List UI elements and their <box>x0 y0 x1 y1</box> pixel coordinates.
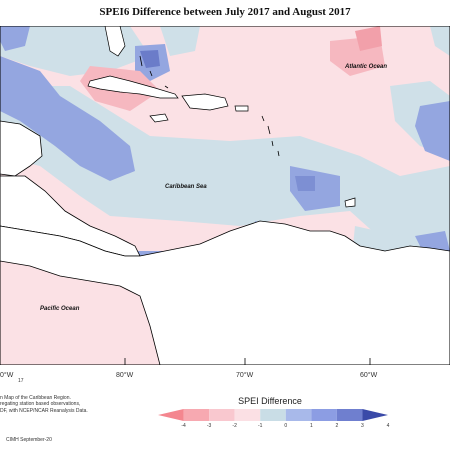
field-blue-gulf <box>0 56 135 181</box>
legend-tick-label: 1 <box>309 423 313 429</box>
note-line: DF, with NCEP/NCAR Reanalysis Data. <box>0 407 88 414</box>
label-atlantic-ocean: Atlantic Ocean <box>345 64 388 70</box>
field-blue-nw <box>0 26 30 51</box>
colorbar-segment <box>362 409 388 421</box>
legend-tick-label: 4 <box>386 423 390 429</box>
colorbar-segment <box>285 409 312 421</box>
map-panel: Atlantic Ocean Caribbean Sea Pacific Oce… <box>0 26 450 365</box>
legend-tick-label: 3 <box>361 423 364 429</box>
field-pink-atlantic-core <box>355 26 382 51</box>
legend-tick-label: -4 <box>181 423 186 429</box>
legend-tick-label: -3 <box>206 423 212 429</box>
coord-label: 0°W <box>0 372 14 379</box>
legend-tick-label: 0 <box>284 423 288 429</box>
land-hispaniola <box>181 93 229 111</box>
land-south-america <box>0 220 450 365</box>
field-lightblue-5 <box>430 26 450 56</box>
land-yucatan <box>0 120 43 177</box>
label-pacific-ocean: Pacific Ocean <box>40 306 80 312</box>
land-cuba <box>87 75 179 99</box>
colorbar-segment <box>234 409 261 421</box>
land-puerto-rico <box>234 105 249 112</box>
colorbar-svg <box>158 409 388 421</box>
field-lightblue-4 <box>160 26 200 56</box>
coord-label-60w: 60°W <box>360 372 378 379</box>
legend-colorbar <box>150 408 400 427</box>
legend-title: SPEI Difference <box>238 396 302 406</box>
note-line: n Map of the Caribbean Region. <box>0 395 71 401</box>
note-line: regating station based observations, <box>0 401 81 408</box>
spei-map <box>0 26 450 365</box>
colorbar-segment <box>183 409 210 421</box>
field-lightblue-2 <box>0 86 450 266</box>
land-jamaica <box>149 113 169 123</box>
legend-tick-label: -2 <box>232 423 237 429</box>
map-title: SPEI6 Difference between July 2017 and A… <box>99 6 351 18</box>
coord-label-80w: 80°W <box>116 372 134 379</box>
legend-tick-label: -1 <box>257 423 263 429</box>
source-note: n Map of the Caribbean Region. regating … <box>0 395 100 414</box>
colorbar-segment <box>158 409 184 421</box>
field-darkblue-2 <box>295 176 315 191</box>
colorbar-segment <box>209 409 235 421</box>
land-trinidad <box>344 197 356 208</box>
legend-tick-label: 2 <box>335 423 339 429</box>
land-small-islands <box>139 55 280 157</box>
colorbar-segment <box>311 409 337 421</box>
coord-label-70w: 70°W <box>236 372 254 379</box>
note-number: 17 <box>18 378 24 384</box>
colorbar-segment <box>260 409 286 421</box>
credit-text: CIMH September-20 <box>6 437 52 443</box>
field-blue-atlantic <box>415 101 450 161</box>
colorbar-segment <box>336 409 363 421</box>
label-caribbean-sea: Caribbean Sea <box>165 184 207 190</box>
land-florida <box>104 26 126 57</box>
field-darkblue-1 <box>140 50 160 68</box>
